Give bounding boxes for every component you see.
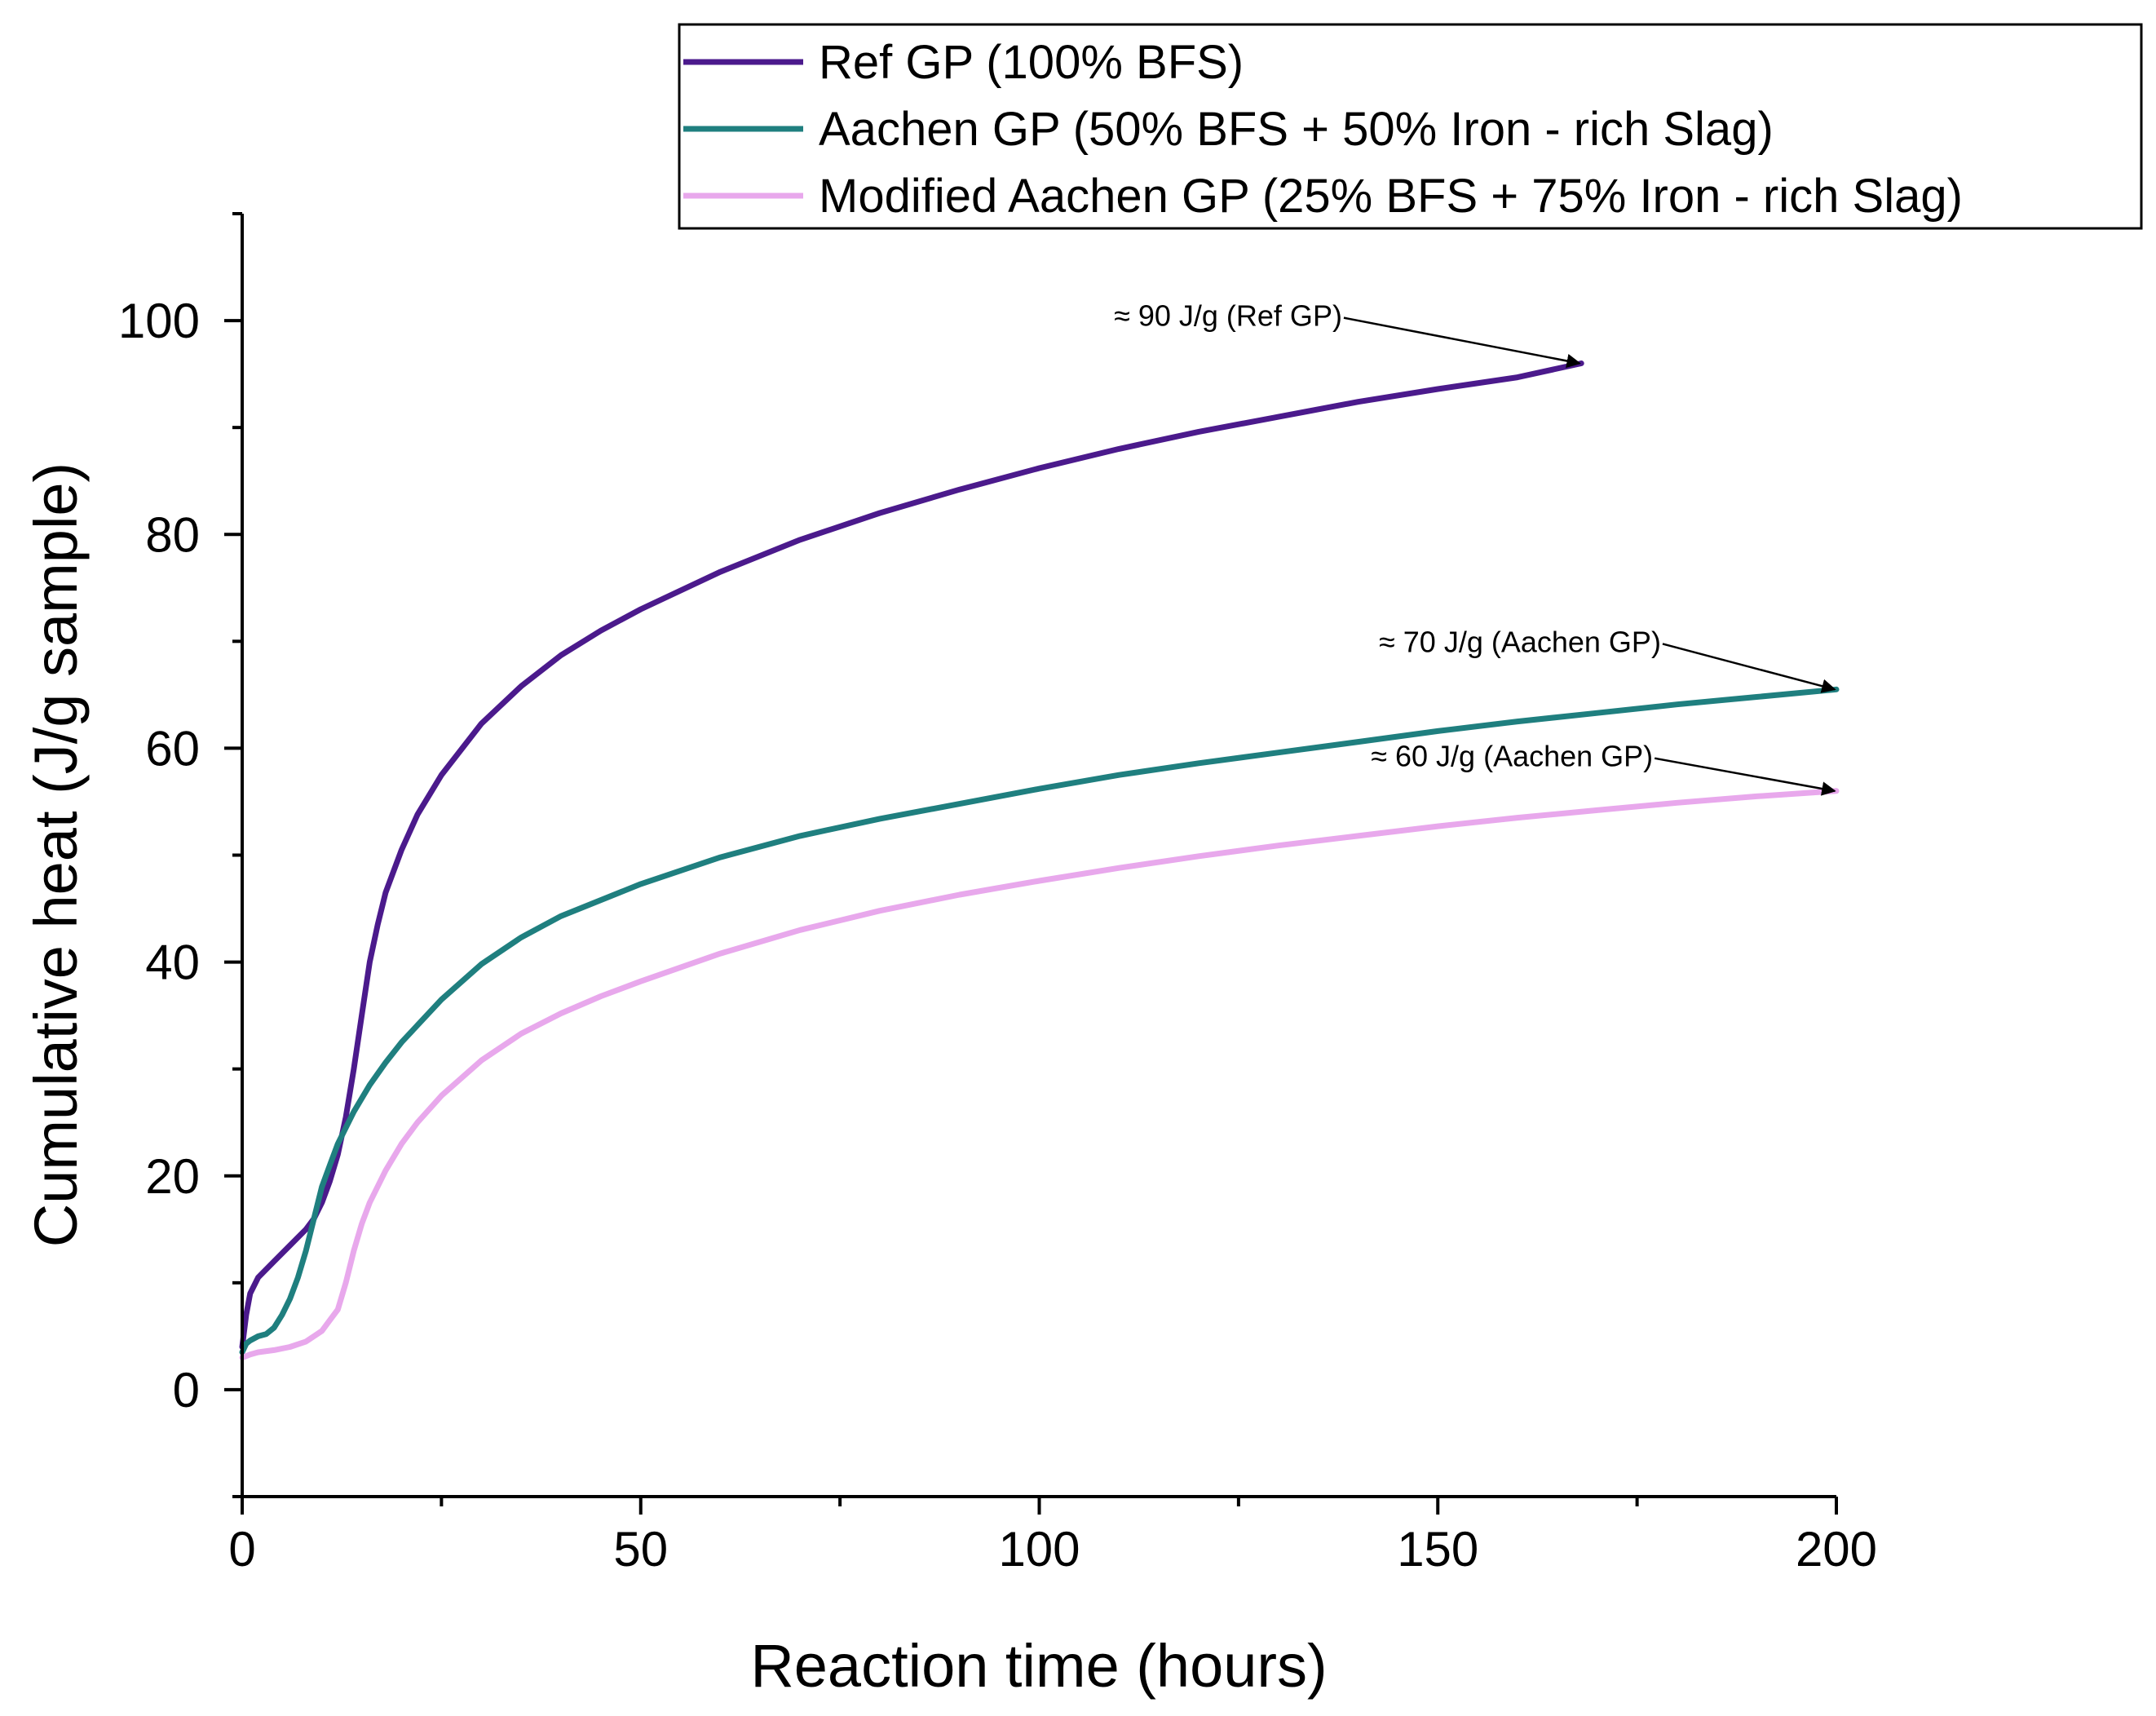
x-tick-label: 200	[1796, 1522, 1877, 1577]
y-tick-label: 40	[145, 935, 200, 990]
legend-label-2: Aachen GP (50% BFS + 50% Iron - rich Sla…	[819, 103, 1774, 156]
y-axis-title: Cumulative heat (J/g sample)	[22, 462, 90, 1247]
legend-label-1: Ref GP (100% BFS)	[819, 36, 1244, 89]
annotation-arrow	[1343, 316, 1581, 369]
annotation-label: ≈ 60 J/g (Aachen GP)	[1371, 740, 1653, 773]
axis-tick-labels: 0 50 100 150 200 0 20 40 60 80 100	[118, 294, 1877, 1577]
x-tick-label: 150	[1397, 1522, 1478, 1577]
y-tick-label: 80	[145, 507, 200, 562]
series-line-1	[239, 360, 1584, 1350]
x-axis-title: Reaction time (hours)	[750, 1632, 1327, 1700]
y-tick-label: 60	[145, 721, 200, 776]
series-line-3	[239, 788, 1840, 1361]
y-tick-label: 0	[173, 1363, 200, 1417]
axes	[241, 214, 1836, 1498]
y-tick-label: 20	[145, 1149, 200, 1204]
legend-box	[678, 23, 2143, 230]
y-tick-label: 100	[118, 294, 200, 348]
x-tick-label: 50	[613, 1522, 668, 1577]
legend: Ref GP (100% BFS) Aachen GP (50% BFS + 50…	[678, 23, 2143, 230]
x-tick-label: 100	[998, 1522, 1080, 1577]
series-line-2	[239, 686, 1840, 1356]
plot-lines	[239, 360, 1840, 1361]
annotation-arrow	[1662, 643, 1836, 693]
annotation-label: ≈ 70 J/g (Aachen GP)	[1379, 625, 1661, 658]
legend-label-3: Modified Aachen GP (25% BFS + 75% Iron -…	[819, 170, 1963, 223]
x-tick-label: 0	[228, 1522, 255, 1577]
annotation-arrow	[1654, 757, 1836, 796]
annotations: ≈ 90 J/g (Ref GP) ≈ 70 J/g (Aachen GP) ≈ 6…	[1114, 299, 1836, 796]
axis-ticks	[224, 212, 1838, 1515]
annotation-label: ≈ 90 J/g (Ref GP)	[1114, 299, 1342, 333]
